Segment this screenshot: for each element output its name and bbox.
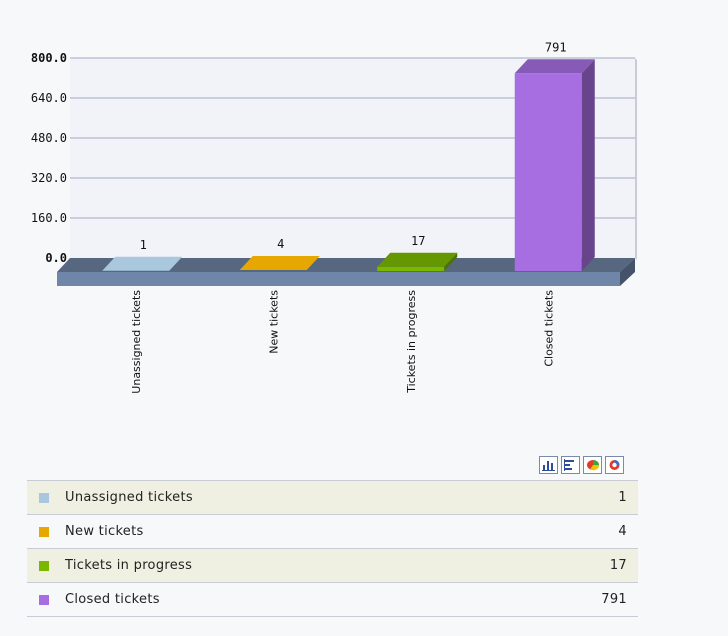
category-label: Tickets in progress: [405, 290, 418, 394]
legend-value: 4: [618, 524, 627, 539]
bar-front: [377, 266, 445, 271]
legend-row: Closed tickets 791: [27, 583, 638, 617]
bar-front: [514, 73, 582, 271]
donut-chart-button[interactable]: [605, 456, 624, 474]
bar[interactable]: [514, 59, 595, 271]
bar-top: [102, 256, 183, 271]
plot-side-wall: [635, 58, 637, 260]
bar[interactable]: [377, 252, 458, 271]
data-label: 1: [140, 238, 147, 252]
legend-swatch: [39, 492, 49, 503]
y-tick-label: 480.0: [31, 131, 67, 145]
bar[interactable]: [102, 256, 183, 271]
y-tick-label: 320.0: [31, 171, 67, 185]
bar-chart-button[interactable]: [539, 456, 558, 474]
bar-top: [514, 59, 595, 74]
legend-row: New tickets 4: [27, 515, 638, 549]
y-tick-label: 160.0: [31, 211, 67, 225]
bar-chart: 0.0 160.0 320.0 480.0 640.0 800.0 1 4 17 791 Una…: [31, 40, 637, 394]
category-label: New tickets: [267, 290, 280, 354]
legend-value: 17: [609, 558, 627, 573]
pie-chart-button[interactable]: [583, 456, 602, 474]
category-label: Unassigned tickets: [130, 290, 143, 394]
legend-swatch: [39, 526, 49, 537]
category-label: Closed tickets: [542, 290, 555, 367]
data-label: 17: [411, 234, 425, 248]
bar-side: [581, 59, 595, 271]
legend-label: Tickets in progress: [65, 558, 193, 573]
bar-top: [377, 252, 458, 267]
floor-top: [57, 258, 635, 272]
legend-value: 791: [601, 592, 627, 607]
floor-side: [620, 258, 635, 286]
y-tick-label: 0.0: [45, 251, 67, 265]
legend-label: Unassigned tickets: [65, 490, 193, 505]
legend-label: Closed tickets: [65, 592, 160, 607]
legend-table: Unassigned tickets 1 New tickets 4 Ticke…: [27, 480, 638, 617]
legend-value: 1: [618, 490, 627, 505]
floor-front: [57, 272, 620, 286]
horizontal-bar-chart-icon: [564, 459, 574, 471]
y-tick-label: 640.0: [31, 91, 67, 105]
bar-side: [444, 252, 458, 271]
legend-row: Unassigned tickets 1: [27, 481, 638, 515]
pie-chart-icon: [586, 460, 599, 471]
chart-type-toolbar: [539, 456, 624, 474]
bar[interactable]: [239, 256, 320, 270]
y-tick-label: 800.0: [31, 51, 67, 65]
data-label: 4: [277, 237, 284, 251]
bar-chart-icon: [542, 461, 555, 471]
bar-top: [239, 256, 320, 270]
legend-swatch: [39, 560, 49, 571]
donut-chart-icon: [609, 460, 620, 470]
legend-row: Tickets in progress 17: [27, 549, 638, 583]
legend-swatch: [39, 594, 49, 605]
legend-label: New tickets: [65, 524, 144, 539]
data-label: 791: [545, 40, 567, 54]
horizontal-bar-chart-button[interactable]: [561, 456, 580, 474]
